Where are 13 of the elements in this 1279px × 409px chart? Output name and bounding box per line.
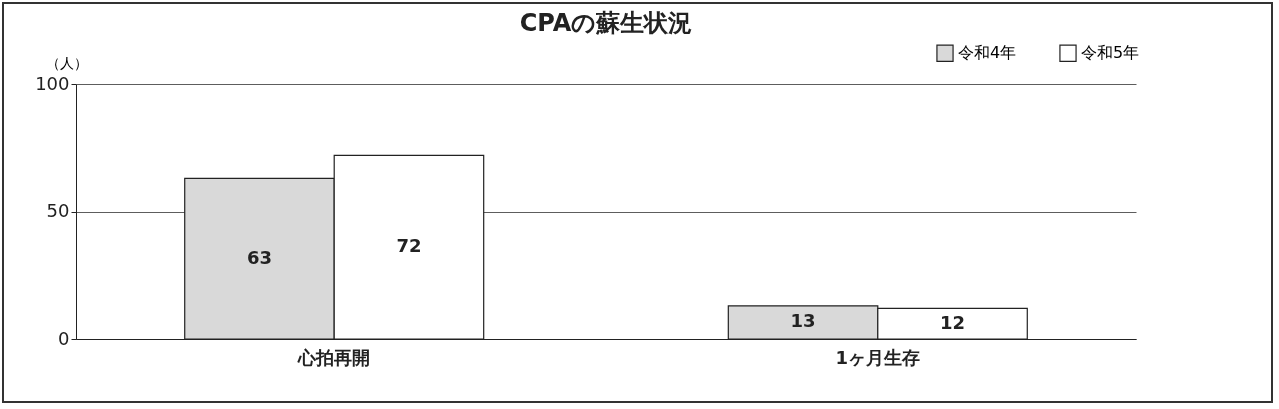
data-label: 13: [790, 310, 816, 332]
data-label: 72: [396, 235, 422, 257]
chart-title: CPAの蘇生状況: [519, 9, 693, 37]
x-tick-label: 心拍再開: [297, 346, 371, 368]
y-axis-title: （人）: [45, 54, 88, 71]
legend-label: 令和5年: [1081, 43, 1140, 63]
legend-label: 令和4年: [958, 43, 1017, 63]
y-tick-label: 50: [46, 200, 70, 221]
x-tick-label: 1ヶ月生存: [835, 346, 921, 368]
data-label: 63: [246, 246, 272, 268]
data-label: 12: [940, 311, 966, 333]
y-tick-label: 100: [35, 72, 70, 94]
y-tick-label: 0: [58, 327, 70, 349]
